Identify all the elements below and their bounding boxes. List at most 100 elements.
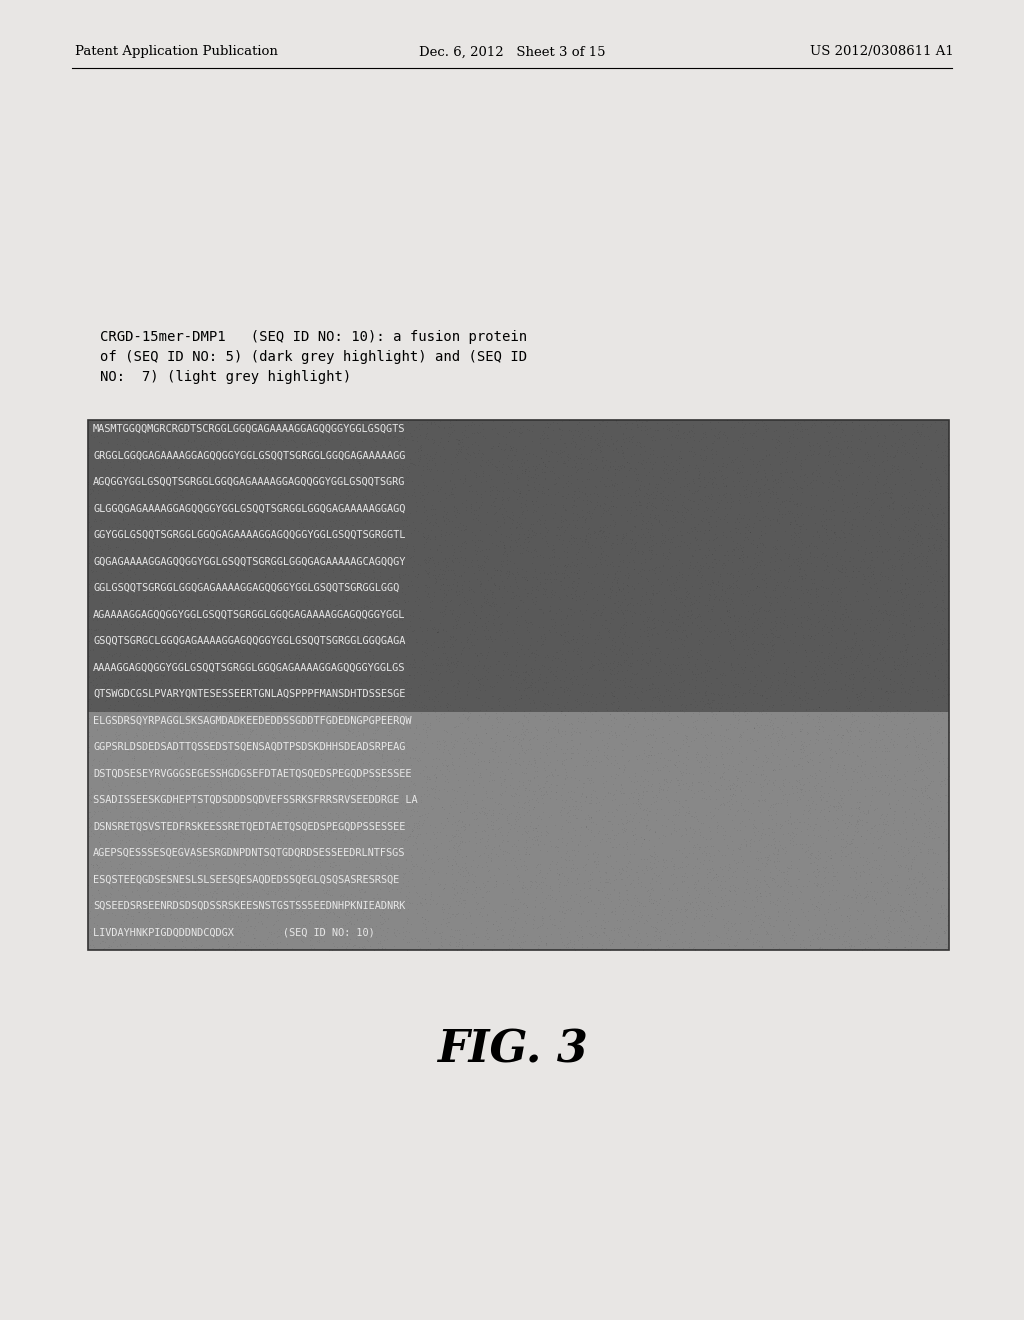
Point — [198, 426, 214, 447]
Point — [666, 516, 682, 537]
Point — [711, 700, 727, 721]
Point — [887, 865, 903, 886]
Point — [431, 789, 447, 810]
Point — [660, 760, 677, 781]
Point — [242, 713, 258, 734]
Point — [635, 739, 651, 760]
Point — [931, 718, 947, 739]
Point — [573, 634, 590, 655]
Point — [519, 474, 536, 495]
Point — [604, 482, 621, 503]
Point — [264, 719, 281, 741]
Point — [721, 879, 737, 900]
Point — [382, 424, 398, 445]
Point — [187, 684, 204, 705]
Point — [603, 766, 620, 787]
Point — [766, 665, 782, 686]
Point — [209, 805, 225, 826]
Point — [862, 763, 879, 784]
Point — [745, 623, 762, 644]
Point — [866, 928, 883, 949]
Point — [472, 570, 488, 591]
Point — [85, 822, 101, 843]
Point — [810, 861, 826, 882]
Point — [823, 747, 840, 768]
Point — [471, 651, 487, 672]
Point — [156, 726, 172, 747]
Point — [391, 678, 408, 700]
Point — [445, 675, 462, 696]
Point — [416, 495, 432, 516]
Point — [103, 834, 120, 855]
Point — [588, 459, 604, 480]
Point — [719, 541, 735, 562]
Point — [719, 834, 735, 855]
Point — [788, 857, 805, 878]
Point — [202, 689, 218, 710]
Point — [503, 661, 519, 682]
Point — [908, 565, 925, 586]
Point — [120, 593, 136, 614]
Point — [816, 710, 833, 731]
Point — [722, 623, 738, 644]
Point — [784, 828, 801, 849]
Point — [856, 550, 872, 572]
Point — [768, 606, 784, 627]
Point — [412, 425, 428, 446]
Point — [495, 414, 511, 436]
Point — [411, 805, 427, 826]
Point — [227, 624, 244, 645]
Point — [228, 932, 245, 953]
Point — [410, 812, 426, 833]
Point — [161, 502, 177, 523]
Point — [858, 886, 874, 907]
Point — [304, 614, 321, 635]
Point — [867, 814, 884, 836]
Point — [262, 638, 279, 659]
Point — [515, 416, 531, 437]
Point — [812, 434, 828, 455]
Point — [97, 630, 114, 651]
Point — [745, 933, 762, 954]
Point — [644, 426, 660, 447]
Point — [334, 520, 350, 541]
Point — [148, 752, 165, 774]
Point — [489, 857, 506, 878]
Point — [537, 455, 553, 477]
Point — [270, 768, 287, 789]
Point — [467, 642, 483, 663]
Point — [319, 821, 336, 842]
Point — [338, 483, 354, 504]
Point — [521, 702, 538, 723]
Point — [155, 894, 171, 915]
Point — [899, 842, 915, 863]
Point — [611, 578, 628, 599]
Point — [690, 630, 707, 651]
Point — [215, 836, 231, 857]
Point — [749, 461, 765, 482]
Point — [419, 422, 435, 444]
Point — [516, 911, 532, 932]
Point — [315, 879, 332, 900]
Point — [554, 754, 570, 775]
Point — [783, 858, 800, 879]
Point — [877, 764, 893, 785]
Point — [255, 813, 271, 834]
Point — [111, 487, 127, 508]
Point — [634, 513, 650, 535]
Point — [442, 599, 459, 620]
Point — [294, 433, 310, 454]
Point — [584, 704, 600, 725]
Point — [251, 656, 267, 677]
Point — [308, 698, 325, 719]
Point — [870, 921, 887, 942]
Point — [465, 871, 481, 892]
Point — [932, 535, 948, 556]
Point — [145, 507, 162, 528]
Point — [289, 635, 305, 656]
Point — [586, 523, 602, 544]
Point — [366, 599, 382, 620]
Point — [549, 556, 565, 577]
Point — [468, 793, 484, 814]
Point — [382, 465, 398, 486]
